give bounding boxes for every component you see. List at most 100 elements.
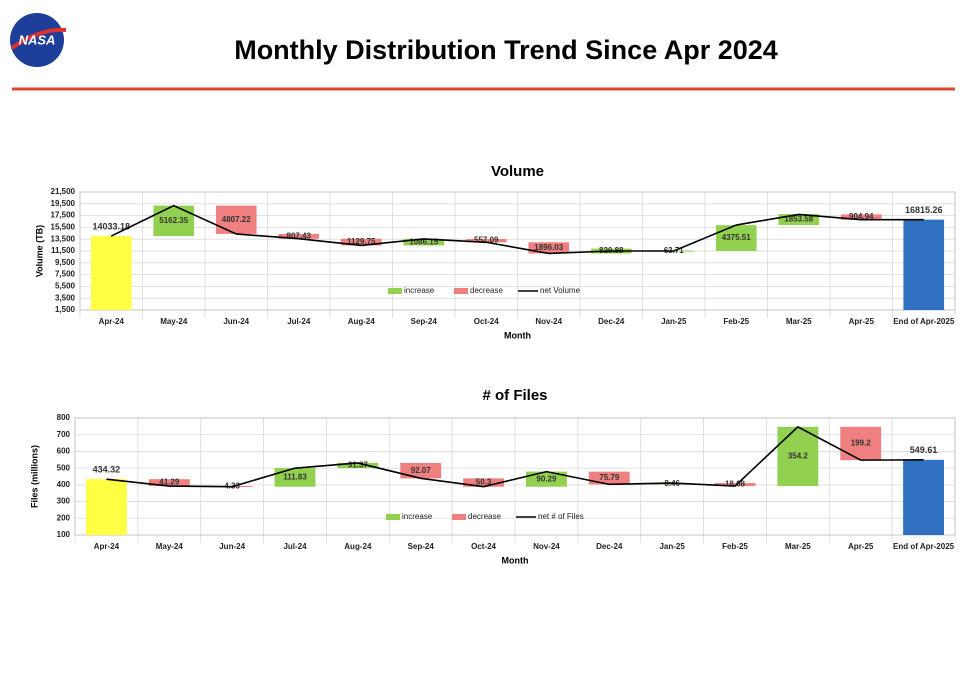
slide-title: Monthly Distribution Trend Since Apr 202… — [234, 35, 778, 65]
value-label: 807.43 — [287, 231, 312, 240]
increase-bar — [715, 225, 757, 251]
x-tick-label: May-24 — [160, 317, 188, 326]
x-tick-label: Nov-24 — [535, 317, 562, 326]
legend-label: net # of Files — [538, 512, 584, 521]
y-tick-label: 5,500 — [55, 282, 76, 291]
y-tick-label: 17,500 — [51, 211, 76, 220]
y-tick-label: 400 — [57, 480, 71, 489]
legend-label: decrease — [468, 512, 501, 521]
y-tick-label: 800 — [57, 413, 71, 422]
total-label: 14033.18 — [92, 221, 130, 231]
logo-text: NASA — [19, 32, 56, 47]
value-label: 75.79 — [599, 473, 620, 482]
increase-bar — [778, 214, 820, 226]
decrease-bar — [465, 238, 507, 243]
x-tick-label: Jun-24 — [223, 317, 249, 326]
x-tick-label: End of Apr-2025 — [893, 542, 955, 551]
x-tick-label: Jul-24 — [287, 317, 311, 326]
x-tick-label: Mar-25 — [786, 317, 812, 326]
value-label: 111.83 — [283, 472, 307, 481]
value-label: 904.94 — [849, 212, 874, 221]
value-label: 5162.35 — [159, 216, 188, 225]
y-tick-label: 21,500 — [51, 187, 76, 196]
value-label: 1896.03 — [534, 243, 563, 252]
y-tick-label: 19,500 — [51, 199, 76, 208]
x-tick-label: End of Apr-2025 — [893, 317, 955, 326]
x-tick-label: Mar-25 — [785, 542, 811, 551]
increase-bar — [526, 471, 567, 487]
x-tick-label: Jan-25 — [659, 542, 685, 551]
y-tick-label: 700 — [57, 430, 71, 439]
y-tick-label: 600 — [57, 447, 71, 456]
chart-title: # of Files — [482, 387, 547, 404]
net-line — [110, 204, 924, 255]
x-tick-label: Sep-24 — [408, 542, 435, 551]
y-tick-label: 15,500 — [51, 223, 76, 232]
net-line — [106, 425, 924, 488]
increase-bar — [153, 205, 195, 237]
y-tick-label: 11,500 — [51, 246, 76, 255]
decrease-bar — [340, 238, 382, 246]
y-axis-label: Files (millions) — [29, 445, 39, 508]
decrease-bar — [215, 205, 257, 234]
x-tick-label: Apr-25 — [848, 542, 874, 551]
decrease-bar — [463, 478, 504, 487]
x-tick-label: Jul-24 — [283, 542, 307, 551]
logo-swoosh — [10, 27, 67, 50]
increase-bar — [274, 468, 316, 487]
chart-title: Volume — [491, 163, 544, 180]
value-label: 90.29 — [536, 474, 557, 483]
total-bar — [90, 236, 132, 310]
x-tick-label: Feb-25 — [723, 317, 749, 326]
x-tick-label: Dec-24 — [596, 542, 623, 551]
x-tick-label: Apr-24 — [99, 317, 125, 326]
decrease-bar — [588, 471, 630, 485]
total-bar — [86, 479, 127, 535]
logo: NASA — [10, 13, 67, 67]
value-label: 4375.51 — [722, 233, 751, 242]
y-tick-label: 100 — [57, 530, 71, 539]
logo-disc — [10, 13, 64, 67]
value-label: 31.37 — [348, 461, 369, 470]
value-label: 50.3 — [476, 478, 492, 487]
x-tick-label: Sep-24 — [411, 317, 438, 326]
total-bar — [903, 459, 944, 535]
increase-bar — [403, 238, 445, 246]
value-label: 18.08 — [725, 480, 746, 489]
plot-frame — [74, 417, 956, 536]
x-tick-label: Apr-24 — [94, 542, 120, 551]
y-tick-label: 3,500 — [55, 293, 76, 302]
value-label: 354.2 — [788, 452, 809, 461]
total-label: 549.61 — [910, 445, 938, 455]
legend-label: net Volume — [540, 286, 581, 295]
x-axis-label: Month — [504, 330, 531, 340]
x-tick-label: Nov-24 — [533, 542, 560, 551]
x-tick-label: Jan-25 — [661, 317, 687, 326]
decrease-bar — [840, 214, 882, 220]
legend-label: increase — [402, 512, 433, 521]
y-tick-label: 1,500 — [55, 305, 76, 314]
decrease-bar — [278, 233, 320, 239]
total-label: 434.32 — [93, 464, 121, 474]
decrease-bar — [714, 483, 756, 487]
decrease-bar — [148, 479, 190, 487]
x-tick-label: Dec-24 — [598, 317, 625, 326]
x-tick-label: Apr-25 — [849, 317, 875, 326]
x-tick-label: May-24 — [156, 542, 184, 551]
decrease-bar — [840, 426, 882, 461]
value-label: 1853.58 — [784, 215, 813, 224]
y-tick-label: 200 — [57, 513, 71, 522]
legend-swatch — [454, 288, 468, 294]
value-label: 199.2 — [851, 439, 872, 448]
x-tick-label: Aug-24 — [344, 542, 372, 551]
x-tick-label: Oct-24 — [474, 317, 499, 326]
increase-bar — [777, 426, 819, 487]
total-bar — [903, 219, 945, 310]
plot-frame — [79, 191, 956, 311]
decrease-bar — [400, 462, 442, 479]
x-tick-label: Feb-25 — [722, 542, 748, 551]
legend-label: decrease — [470, 286, 503, 295]
legend-label: increase — [404, 286, 435, 295]
x-tick-label: Aug-24 — [348, 317, 376, 326]
